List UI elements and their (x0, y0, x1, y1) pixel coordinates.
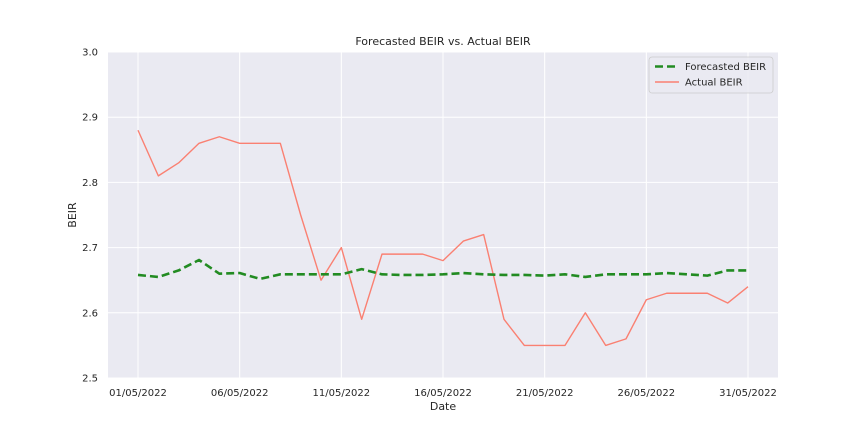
y-tick-label: 2.7 (82, 243, 98, 254)
y-axis-label: BEIR (66, 202, 79, 228)
legend-box (648, 56, 774, 94)
legend-label: Actual BEIR (685, 78, 743, 89)
chart-title: Forecasted BEIR vs. Actual BEIR (355, 35, 531, 48)
x-axis-label: Date (430, 400, 457, 413)
x-tick-label: 06/05/2022 (211, 388, 269, 399)
x-tick-label: 26/05/2022 (618, 388, 676, 399)
x-tick-label: 31/05/2022 (719, 388, 777, 399)
y-tick-label: 2.5 (82, 374, 98, 385)
x-tick-label: 16/05/2022 (414, 388, 472, 399)
x-tick-label: 01/05/2022 (109, 388, 167, 399)
y-tick-label: 3.0 (82, 48, 98, 59)
series-layer (137, 129, 749, 347)
legend-label: Forecasted BEIR (685, 62, 766, 73)
x-tick-label: 21/05/2022 (516, 388, 574, 399)
forecasted-beir-line (137, 258, 748, 281)
y-tick-label: 2.6 (82, 308, 98, 319)
x-tick-label: 11/05/2022 (313, 388, 371, 399)
y-tick-label: 2.9 (82, 113, 98, 124)
ticks: 2.5 2.6 2.7 2.8 2.9 3.0 01/05/2022 06/05/2022 11… (82, 48, 777, 400)
grid (108, 51, 778, 379)
actual-beir-line (137, 129, 749, 347)
y-tick-label: 2.8 (82, 178, 98, 189)
legend: Forecasted BEIR Actual BEIR (648, 56, 774, 94)
